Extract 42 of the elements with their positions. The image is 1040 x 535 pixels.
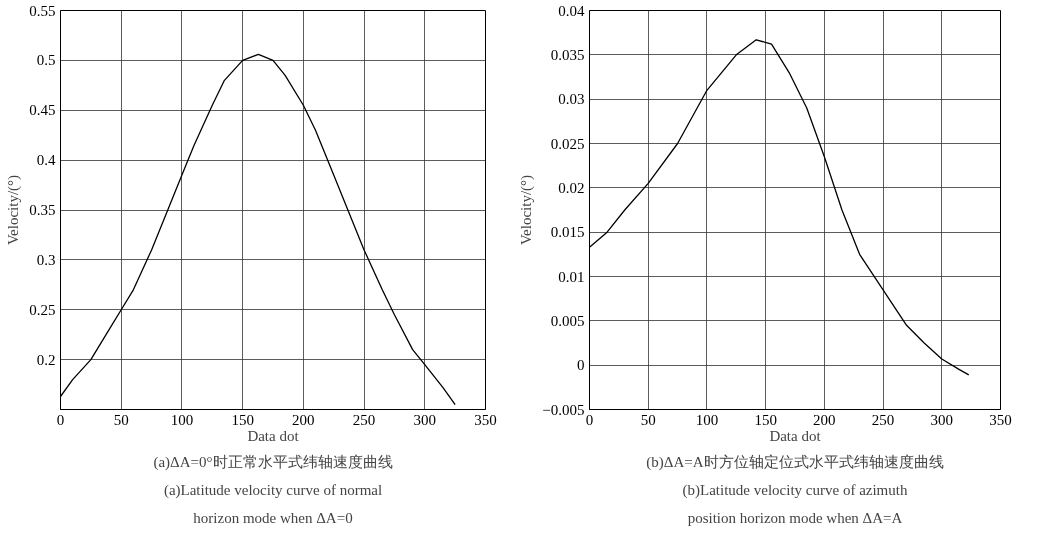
y-axis-title: Velocity/(°) — [5, 174, 23, 246]
y-tick-label: 0.4 — [36, 152, 56, 169]
y-tick-label: 0.04 — [558, 2, 585, 19]
x-tick-label: 300 — [413, 411, 437, 428]
y-tick-label: −0.005 — [542, 401, 585, 418]
x-tick-label: 200 — [813, 411, 836, 428]
x-tick-label: 50 — [640, 411, 656, 428]
y-tick-label: 0 — [577, 357, 585, 374]
y-tick-label: 0.25 — [29, 301, 56, 318]
x-tick-label: 50 — [113, 411, 129, 428]
y-tick-label: 0.02 — [558, 179, 585, 196]
x-tick-label: 300 — [930, 411, 954, 428]
x-tick-label: 100 — [695, 411, 719, 428]
y-tick-label: 0.3 — [36, 251, 56, 268]
y-tick-label: 0.015 — [550, 224, 585, 241]
x-tick-label: 100 — [170, 411, 194, 428]
y-tick-label: 0.005 — [550, 312, 585, 329]
y-tick-label: 0.5 — [36, 52, 56, 69]
x-tick-label: 200 — [292, 411, 315, 428]
x-tick-label: 250 — [352, 411, 376, 428]
text: (b)ΔA=A时方位轴定位式水平式纬轴速度曲线 — [646, 453, 944, 471]
x-tick-label: 150 — [754, 411, 777, 428]
y-tick-label: 0.45 — [29, 102, 56, 119]
x-tick-label: 350 — [474, 411, 497, 428]
y-tick-label: 0.03 — [558, 91, 585, 108]
x-axis-title: Data dot — [247, 427, 300, 444]
text: position horizon mode when ΔA=A — [687, 509, 903, 526]
text: horizon mode when ΔA=0 — [193, 509, 353, 526]
text: (a)Latitude velocity curve of normal — [163, 481, 383, 499]
x-tick-label: 250 — [871, 411, 895, 428]
y-axis-title: Velocity/(°) — [518, 174, 536, 246]
y-tick-label: 0.2 — [36, 351, 56, 368]
x-tick-label: 350 — [989, 411, 1012, 428]
text: (b)Latitude velocity curve of azimuth — [682, 481, 908, 499]
y-tick-label: 0.035 — [550, 46, 585, 63]
y-tick-label: 0.55 — [29, 2, 56, 19]
y-tick-label: 0.01 — [558, 268, 585, 285]
x-tick-label: 150 — [231, 411, 254, 428]
text: (a)ΔA=0°时正常水平式纬轴速度曲线 — [153, 453, 393, 471]
x-axis-title: Data dot — [769, 427, 822, 444]
y-tick-label: 0.35 — [29, 202, 56, 218]
y-tick-label: 0.025 — [550, 135, 585, 152]
